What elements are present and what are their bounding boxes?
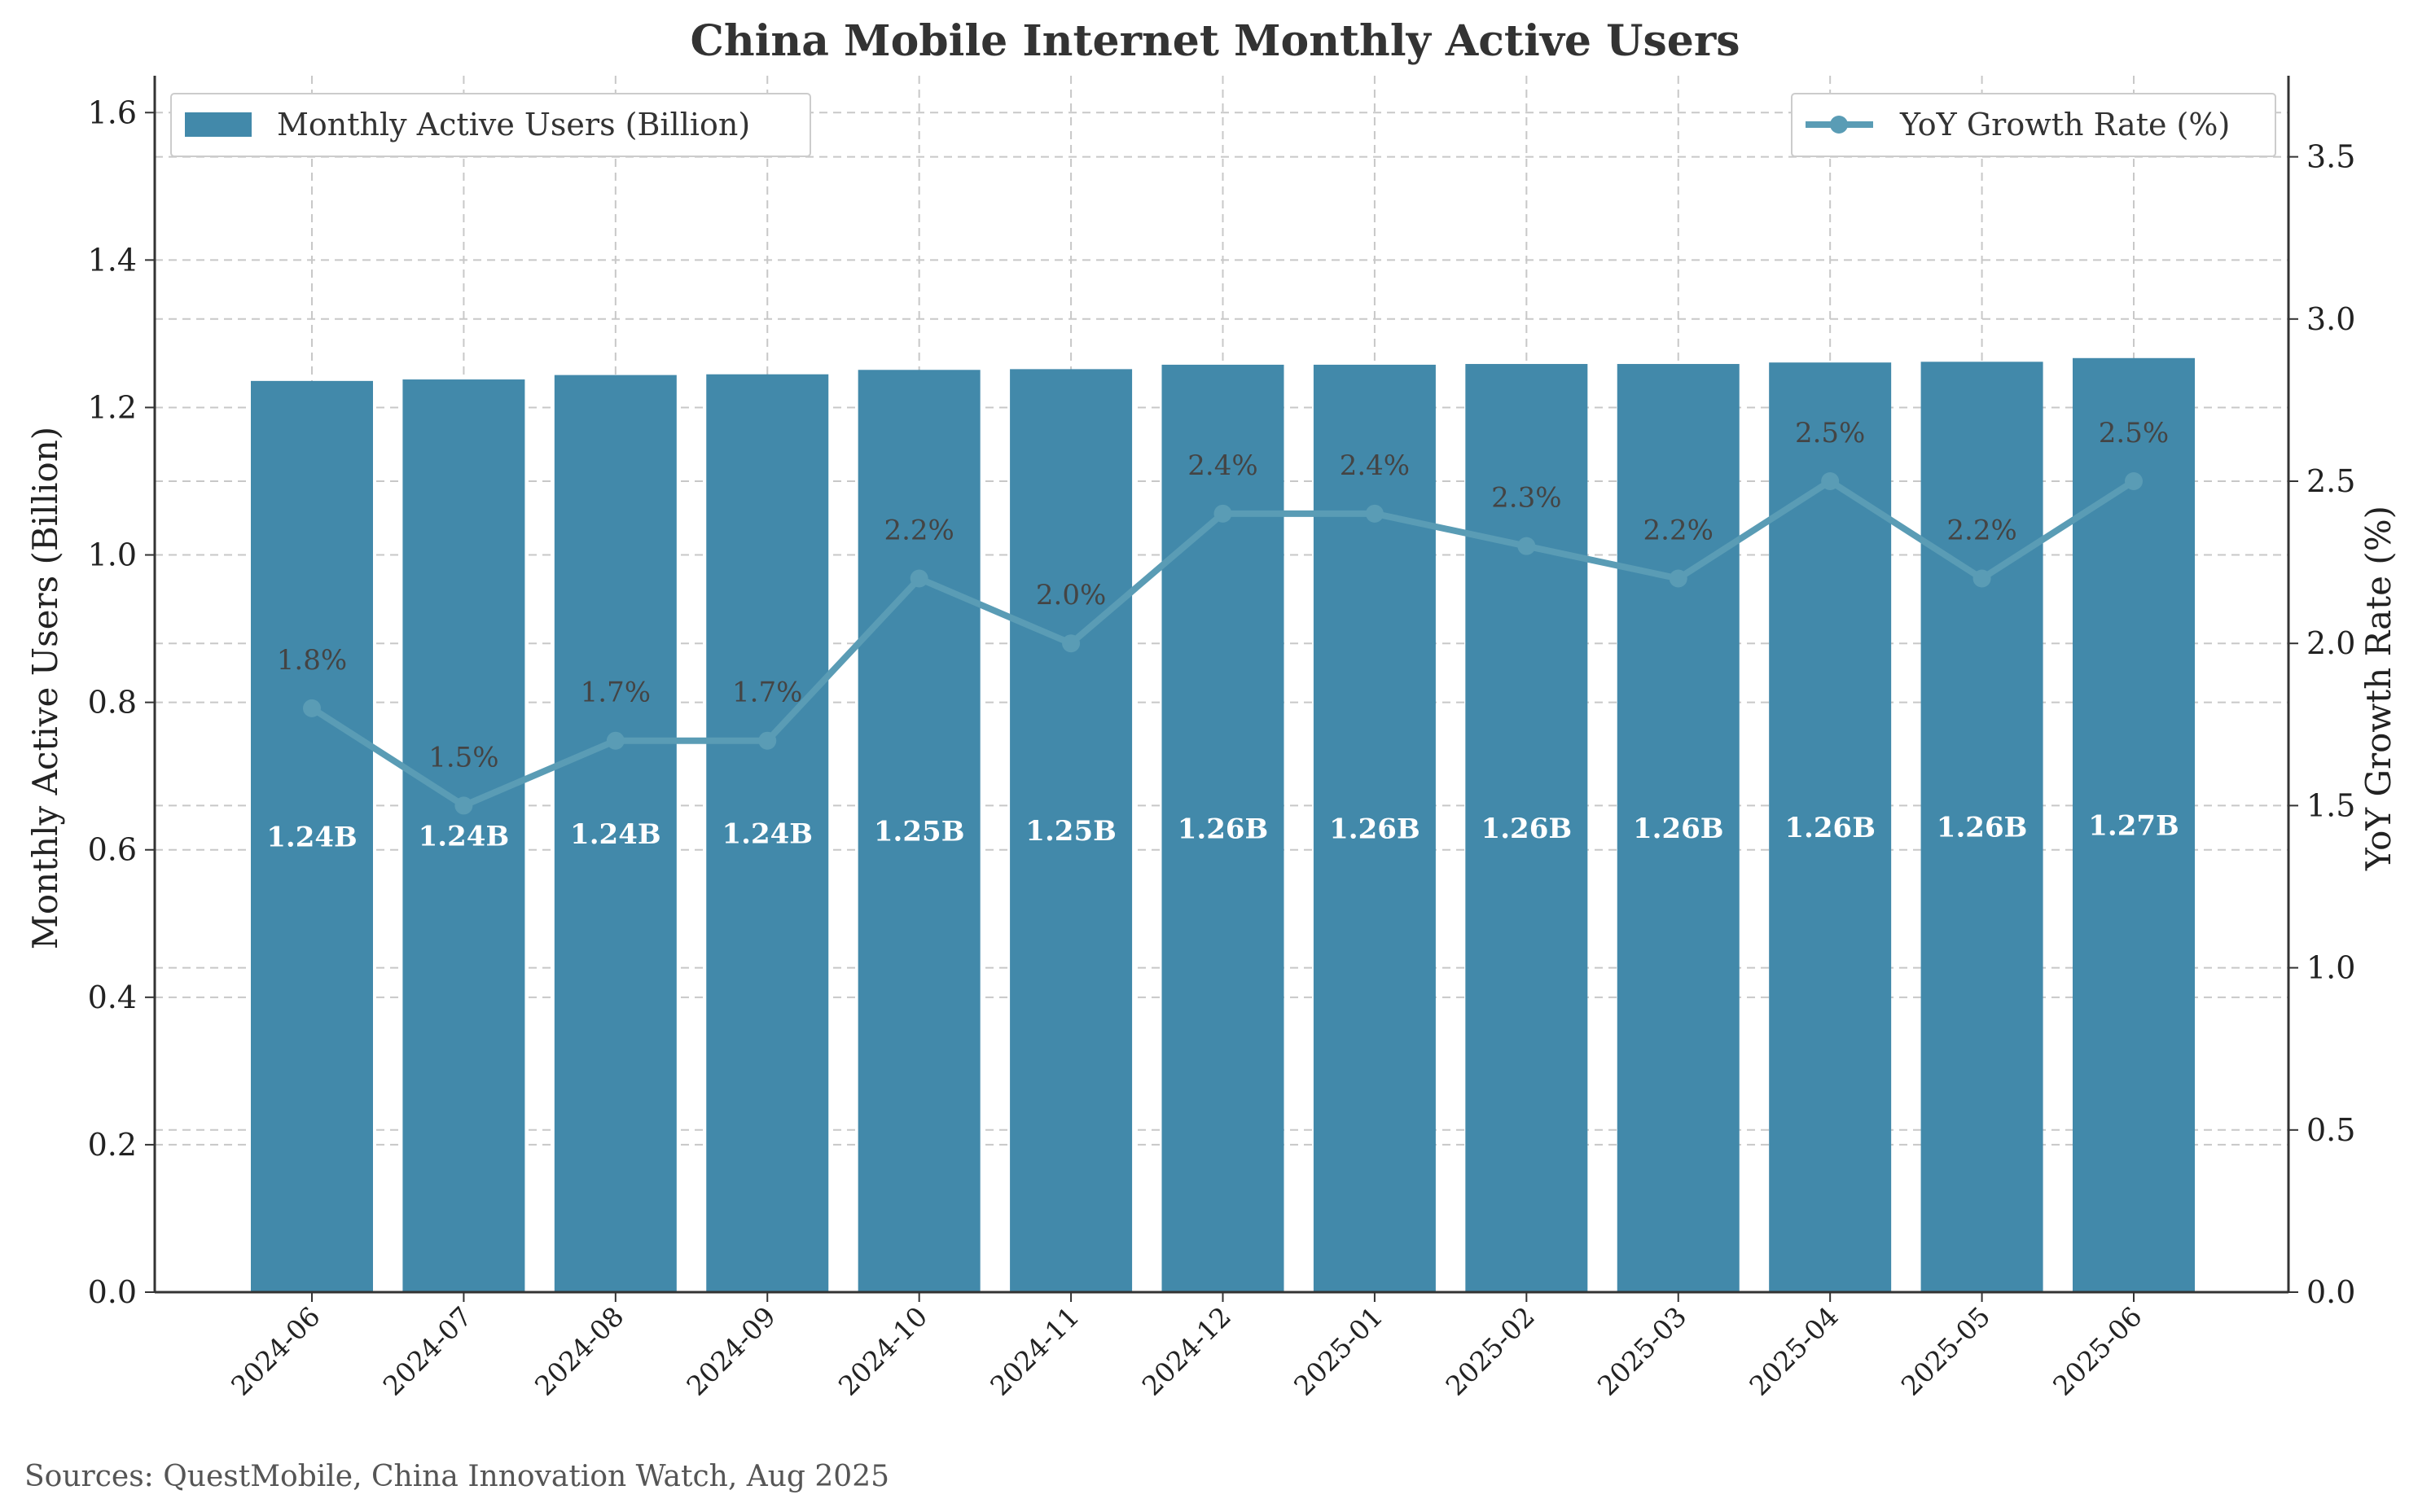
bar-2025-04 [1769, 362, 1892, 1293]
x-tick-label-2024-10: 2024-10 [832, 1300, 934, 1402]
legends: Monthly Active Users (Billion) YoY Growth… [170, 93, 2276, 157]
growth-label-2025-06: 2.5% [2099, 417, 2169, 449]
growth-point-2024-12 [1213, 504, 1232, 523]
growth-label-2024-09: 1.7% [732, 677, 802, 709]
growth-label-2024-12: 2.4% [1187, 449, 1257, 482]
x-tick-label-2024-11: 2024-11 [984, 1300, 1086, 1402]
bar-2024-11 [1010, 369, 1133, 1293]
growth-point-2024-06 [303, 699, 321, 717]
y-right-tick-label-5: 2.5 [2306, 463, 2355, 499]
growth-point-2025-03 [1669, 569, 1687, 588]
bar-2024-06 [251, 380, 373, 1293]
bar-label-2025-01: 1.26B [1329, 813, 1420, 845]
bar-label-2024-12: 1.26B [1178, 813, 1269, 845]
x-tick-label-2025-06: 2025-06 [2047, 1300, 2148, 1402]
data-labels: 1.24B 1.24B 1.24B 1.24B 1.25B 1.25B 1.26B 1.26B… [266, 417, 2179, 853]
growth-label-2024-11: 2.0% [1036, 579, 1106, 611]
bar-label-2024-07: 1.24B [419, 821, 510, 853]
growth-point-2024-09 [758, 731, 777, 750]
x-tick-label-2024-12: 2024-12 [1136, 1300, 1238, 1402]
growth-point-2025-04 [1821, 472, 1840, 490]
bar-label-2025-03: 1.26B [1633, 813, 1724, 845]
y-right-tick-label-3: 1.5 [2306, 787, 2355, 823]
y-left-tick-label-3: 0.6 [88, 832, 137, 868]
growth-label-2024-06: 1.8% [277, 644, 347, 677]
bar-label-2024-11: 1.25B [1025, 815, 1117, 848]
x-tick-label-2025-03: 2025-03 [1591, 1300, 1693, 1402]
growth-point-2024-07 [454, 796, 473, 815]
y-left-tick-label-1: 0.2 [88, 1127, 137, 1163]
legend-line-marker [1830, 116, 1848, 134]
bar-label-2025-06: 1.27B [2088, 809, 2179, 842]
bar-label-2024-10: 1.25B [874, 816, 965, 848]
growth-label-2025-03: 2.2% [1643, 515, 1714, 547]
x-tick-label-2025-04: 2025-04 [1743, 1300, 1845, 1402]
growth-label-2024-07: 1.5% [428, 741, 498, 774]
y-left-tick-label-0: 0.0 [88, 1274, 137, 1310]
growth-label-2024-10: 2.2% [884, 515, 954, 547]
growth-label-2024-08: 1.7% [581, 677, 651, 709]
bar-2024-07 [402, 379, 525, 1293]
legend-line-label: YoY Growth Rate (%) [1899, 107, 2230, 142]
y-left-tick-label-6: 1.2 [88, 389, 137, 425]
growth-label-2025-05: 2.2% [1946, 515, 2016, 547]
growth-label-2025-02: 2.3% [1491, 482, 1561, 515]
bar-2024-10 [858, 370, 981, 1292]
y-left-tick-label-4: 0.8 [88, 685, 137, 721]
x-tick-label-2024-08: 2024-08 [529, 1300, 630, 1402]
bar-label-2025-05: 1.26B [1937, 812, 2028, 844]
growth-point-2025-05 [1972, 569, 1991, 588]
growth-label-2025-01: 2.4% [1340, 449, 1410, 482]
x-tick-label-2025-05: 2025-05 [1895, 1300, 1997, 1402]
growth-point-2024-10 [910, 569, 928, 588]
bar-label-2024-06: 1.24B [266, 821, 358, 853]
bar-label-2024-09: 1.24B [722, 817, 813, 850]
x-tick-label-2024-09: 2024-09 [680, 1300, 782, 1402]
bar-label-2025-04: 1.26B [1784, 812, 1876, 844]
y-right-tick-label-0: 0.0 [2306, 1274, 2355, 1310]
y-right-axis-title: YoY Growth Rate (%) [2359, 506, 2398, 871]
bar-2024-09 [706, 374, 829, 1292]
x-tick-label-2025-02: 2025-02 [1439, 1300, 1541, 1402]
legend-right-box [1791, 93, 2276, 157]
line-series [303, 472, 2143, 815]
bar-2025-03 [1617, 364, 1740, 1292]
bar-2025-05 [1920, 362, 2043, 1292]
y-left-tick-label-5: 1.0 [88, 537, 137, 573]
y-right-tick-label-2: 1.0 [2306, 950, 2355, 986]
chart-title: China Mobile Internet Monthly Active Use… [690, 16, 1740, 66]
x-tick-label-2024-07: 2024-07 [377, 1300, 479, 1402]
legend-bar-swatch [185, 112, 252, 137]
legend-bar-label: Monthly Active Users (Billion) [277, 107, 750, 142]
y-right-tick-label-4: 2.0 [2306, 625, 2355, 661]
bar-2025-02 [1465, 364, 1588, 1292]
bar-2025-06 [2073, 357, 2195, 1293]
growth-label-2025-04: 2.5% [1795, 417, 1865, 449]
growth-point-2025-01 [1365, 504, 1384, 523]
growth-point-2024-11 [1062, 634, 1081, 653]
bar-2024-08 [554, 375, 677, 1293]
y-left-tick-label-7: 1.4 [88, 242, 137, 278]
y-left-tick-label-2: 0.4 [88, 980, 137, 1015]
growth-point-2024-08 [606, 731, 625, 750]
bar-label-2024-08: 1.24B [570, 818, 661, 851]
source-note: Sources: QuestMobile, China Innovation W… [24, 1460, 889, 1493]
y-right-tick-label-6: 3.0 [2306, 301, 2355, 337]
bar-label-2025-02: 1.26B [1481, 813, 1573, 845]
y-right-tick-label-1: 0.5 [2306, 1112, 2355, 1148]
x-tick-label-2025-01: 2025-01 [1288, 1300, 1389, 1402]
legend-left-box [170, 93, 811, 157]
y-right-tick-label-7: 3.5 [2306, 139, 2355, 175]
growth-point-2025-02 [1517, 537, 1536, 555]
x-tick-label-2024-06: 2024-06 [225, 1300, 327, 1402]
y-left-tick-label-8: 1.6 [88, 94, 137, 130]
growth-point-2025-06 [2125, 472, 2143, 490]
y-left-axis-title: Monthly Active Users (Billion) [25, 427, 65, 949]
